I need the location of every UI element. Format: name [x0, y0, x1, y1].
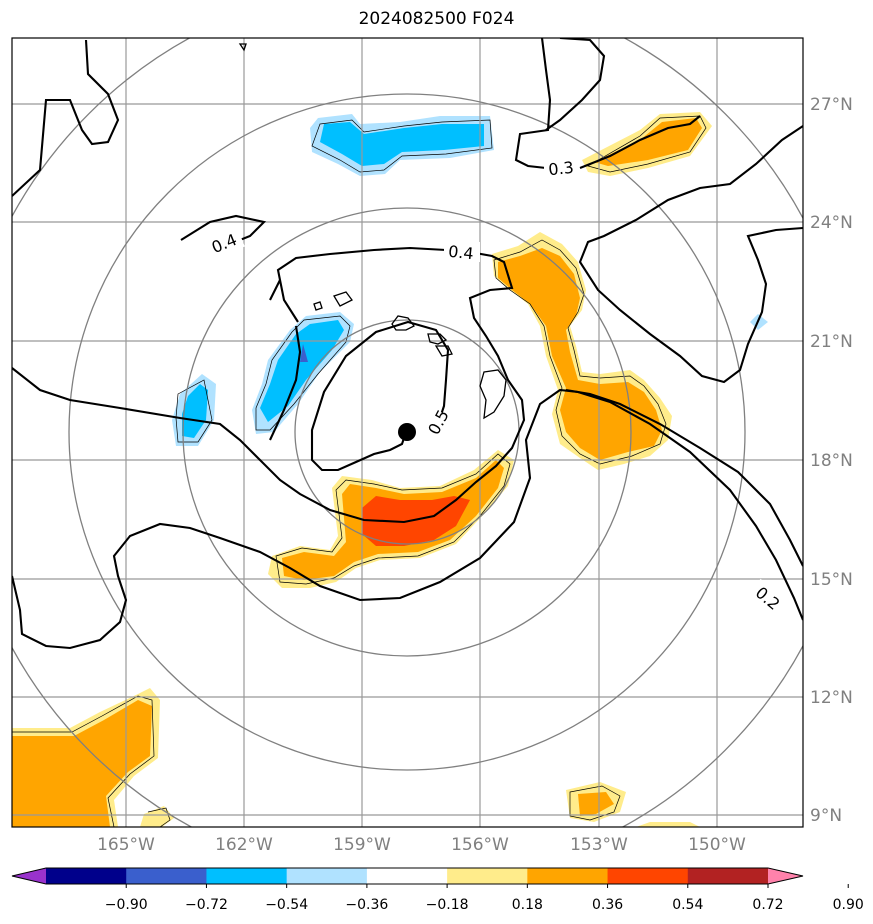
longitude-label: 156°W	[451, 835, 509, 855]
latitude-label: 9°N	[810, 806, 842, 826]
island-coast	[391, 315, 415, 331]
contour-line	[310, 320, 450, 472]
colorbar-segment	[527, 868, 609, 884]
contour-line	[12, 39, 120, 197]
latitude-label: 12°N	[810, 688, 853, 708]
colorbar-segment	[366, 868, 448, 884]
latitude-axis: 27°N 24°N 21°N 18°N 15°N 12°N 9°N	[810, 95, 853, 826]
colorbar-tick-label: −0.18	[426, 897, 469, 913]
contour-line	[269, 325, 302, 441]
contour-outline	[311, 119, 493, 173]
colorbar-ticks: −0.90 −0.72 −0.54 −0.36 −0.18 0.18 0.36 0.54 0.7…	[105, 884, 864, 913]
positive-anomaly-region	[636, 822, 700, 827]
positive-anomaly-region	[594, 118, 702, 166]
contour-lines	[12, 38, 803, 650]
positive-anomaly-region	[578, 792, 614, 816]
contour-label: 0.3	[547, 158, 574, 180]
latitude-label: 21°N	[810, 332, 853, 352]
latitude-label: 18°N	[810, 451, 853, 471]
colorbar-outline	[11, 867, 804, 885]
island-coast	[434, 345, 453, 357]
colorbar-segment	[607, 868, 689, 884]
range-ring	[68, 93, 746, 771]
storm-center-marker	[398, 423, 416, 441]
island-coast	[479, 369, 507, 420]
contour-line	[578, 125, 803, 384]
negative-anomaly-region	[182, 384, 208, 438]
latitude-label: 15°N	[810, 570, 853, 590]
colorbar-segments	[12, 868, 803, 884]
filled-contours	[12, 112, 768, 827]
colorbar-tick-label: 0.54	[672, 897, 703, 913]
graticule	[12, 38, 803, 827]
contour-outline	[12, 695, 155, 827]
colorbar-tick-label: 0.90	[833, 897, 864, 913]
contour-line	[565, 388, 803, 567]
colorbar: −0.90 −0.72 −0.54 −0.36 −0.18 0.18 0.36 0.54 0.7…	[11, 867, 864, 913]
coastlines	[238, 43, 507, 420]
colorbar-tick-label: 0.72	[752, 897, 783, 913]
colorbar-tick-label: 0.18	[512, 897, 543, 913]
colorbar-tick-label: −0.90	[105, 897, 148, 913]
contour-label: 0.4	[447, 242, 474, 264]
colorbar-segment	[46, 868, 127, 884]
contour-line	[269, 279, 281, 301]
colorbar-segment	[206, 868, 288, 884]
map-title: 2024082500 F024	[358, 9, 515, 29]
longitude-label: 153°W	[570, 835, 628, 855]
colorbar-extend-high	[768, 868, 803, 884]
longitude-label: 159°W	[333, 835, 391, 855]
colorbar-extend-low	[12, 868, 46, 884]
colorbar-tick-label: −0.54	[265, 897, 308, 913]
latitude-label: 27°N	[810, 95, 853, 115]
contour-outline	[587, 115, 707, 173]
colorbar-segment	[126, 868, 207, 884]
negative-anomaly-region	[260, 320, 344, 422]
longitude-label: 165°W	[97, 835, 155, 855]
positive-anomaly-region	[12, 700, 152, 827]
range-ring	[182, 207, 632, 657]
colorbar-tick-label: 0.36	[592, 897, 623, 913]
colorbar-tick-label: −0.36	[345, 897, 388, 913]
colorbar-segment	[447, 868, 528, 884]
colorbar-segment	[687, 868, 769, 884]
contour-line	[514, 38, 552, 170]
contour-labels: 0.4 0.4 0.3 0.5 0.2	[203, 158, 789, 618]
negative-anomaly-region	[320, 122, 484, 166]
contour-outline	[255, 315, 351, 431]
map-frame	[11, 37, 804, 828]
contour-line	[579, 115, 701, 169]
island-coast	[313, 301, 323, 311]
negative-anomaly-region	[300, 344, 308, 362]
contour-line	[12, 388, 803, 650]
longitude-label: 162°W	[215, 835, 273, 855]
negative-anomaly-region	[750, 314, 768, 330]
longitude-axis: 165°W 162°W 159°W 156°W 153°W 150°W	[97, 835, 746, 855]
island-coast	[333, 291, 353, 307]
colorbar-segment	[286, 868, 368, 884]
map-area: 0.4 0.4 0.3 0.5 0.2	[12, 38, 803, 827]
contour-outline	[275, 453, 511, 585]
contour-outline	[569, 785, 621, 821]
latitude-label: 24°N	[810, 213, 853, 233]
island-coast	[238, 43, 247, 52]
longitude-label: 150°W	[688, 835, 746, 855]
contour-line	[12, 246, 526, 524]
contour-line	[545, 38, 606, 131]
colorbar-tick-label: −0.72	[185, 897, 228, 913]
